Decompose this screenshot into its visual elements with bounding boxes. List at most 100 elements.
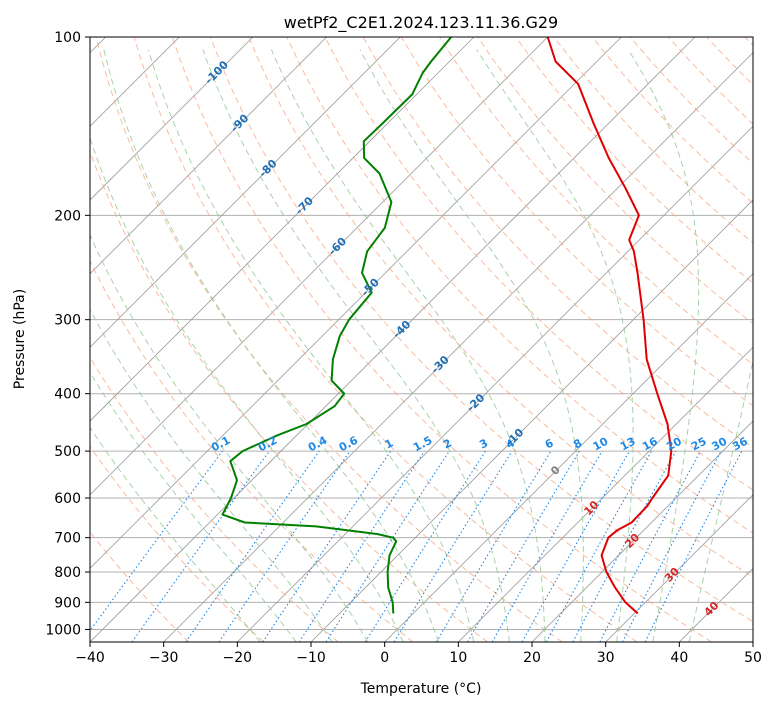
plot-frame [89,36,754,643]
y-tick-label: 100 [54,30,81,46]
temperature-profile-line [546,37,673,615]
mixing-ratio-line [325,450,450,642]
mixing-ratio-label: 36 [730,435,750,454]
dry-adiabat-line [90,356,339,642]
mixing-ratio-line [131,450,270,642]
isotherm-line [384,273,753,642]
isotherm-line [531,420,753,642]
isotherm-line [458,346,753,642]
data-series [221,37,673,615]
isotherm-line [163,52,753,642]
y-tick-label: 700 [54,531,81,547]
background-grid [90,37,753,642]
isotherm-line [90,37,254,201]
dry-adiabat-line [90,259,414,642]
chart-title: wetPf2_C2E1.2024.123.11.36.G29 [284,13,558,33]
dry-adiabat-line [324,37,753,491]
moist-adiabat-line [359,49,584,642]
mixing-ratio-line [298,450,425,642]
dry-adiabat-line [171,37,712,642]
mixing-ratio-label: 2 [441,436,454,451]
x-tick-label: −10 [296,650,326,666]
y-tick-label: 1000 [45,622,81,638]
x-tick-label: 50 [744,650,762,666]
mixing-ratio-line [393,450,513,642]
mixing-ratio-label: 6 [543,436,556,451]
y-tick-label: 200 [54,208,81,224]
dry-adiabat-line [133,37,638,642]
dry-adiabat-line [95,37,563,642]
x-tick-label: −40 [75,650,105,666]
mixing-ratio-label: 3 [477,436,490,451]
moist-adiabat-line [90,136,404,642]
moist-adiabat-line [90,308,333,642]
x-tick-label: 0 [380,650,389,666]
dry-adiabat-line [286,37,753,534]
isotherm-line [90,37,548,496]
isotherm-label: -40 [390,318,413,341]
moist-adiabat-line [90,371,297,642]
isotherm-line [90,37,622,569]
moist-adiabat-line [202,49,510,642]
mixing-ratio-line [644,450,743,642]
y-tick-label: 600 [54,491,81,507]
y-tick-label: 900 [54,595,81,611]
isotherm-line [90,37,401,348]
x-tick-label: 10 [449,650,467,666]
x-tick-label: −20 [223,650,253,666]
mixing-ratio-label: 30 [710,435,730,454]
isotherm-line [752,641,753,642]
y-tick-label: 500 [54,444,81,460]
dry-adiabat-line [553,37,753,244]
isotherm-line [90,37,475,422]
x-tick-label: 40 [670,650,688,666]
mixing-ratio-label: 25 [689,435,709,454]
dewpoint-profile-line [221,37,452,614]
moist-adiabat-line [270,49,546,642]
x-tick-label: −30 [149,650,179,666]
dry-adiabat-line [744,37,753,47]
isotherm-line [605,494,753,642]
x-axis-label: Temperature (°C) [360,681,482,697]
x-tick-label: 20 [523,650,541,666]
mixing-ratio-line [599,450,701,642]
isotherm-label: 0 [548,463,563,478]
y-tick-label: 400 [54,387,81,403]
x-tick-label: 30 [597,650,615,666]
isotherm-line [90,37,696,642]
mixing-ratio-line [218,450,351,642]
mixing-ratio-label: 16 [640,435,660,454]
isotherm-line [237,125,753,642]
moist-adiabat-line [627,49,700,642]
mixing-ratio-line [90,450,223,632]
dry-adiabat-line [210,37,753,623]
dry-adiabat-line [668,37,753,125]
isotherm-label: -20 [464,391,487,414]
isotherm-line [310,199,753,642]
isotherm-label: 30 [662,565,682,585]
isotherm-label: -100 [202,58,231,87]
dry-adiabat-line [591,37,753,204]
axes: −40 −30 −20 −10 0 10 20 30 40 5010009008007006005… [45,30,762,666]
dry-adiabat-line [515,37,753,284]
moist-adiabat-line [90,233,369,642]
annotation-labels: 0.1 0.2 0.4 0.6 1 1.5 2 3 4 6 8 10 13 16 20 25 30 36-100-… [202,58,750,619]
isotherm-label: -30 [429,353,452,376]
moist-adiabat-line [147,49,475,642]
y-tick-label: 300 [54,313,81,329]
isotherm-label: 10 [581,498,601,518]
mixing-ratio-line [521,450,630,642]
mixing-ratio-line [572,450,677,642]
mixing-ratio-line [364,450,486,642]
dry-adiabat-line [706,37,753,86]
isotherm-label: 40 [702,599,722,619]
isotherm-line [90,37,327,275]
y-axis-label: Pressure (hPa) [12,289,28,389]
moist-adiabat-line [476,49,634,642]
mixing-ratio-label: 10 [591,435,611,454]
mixing-ratio-line [185,450,320,642]
isotherm-label: -90 [228,111,251,134]
moist-adiabat-line [103,49,439,642]
dry-adiabat-line [90,531,190,642]
